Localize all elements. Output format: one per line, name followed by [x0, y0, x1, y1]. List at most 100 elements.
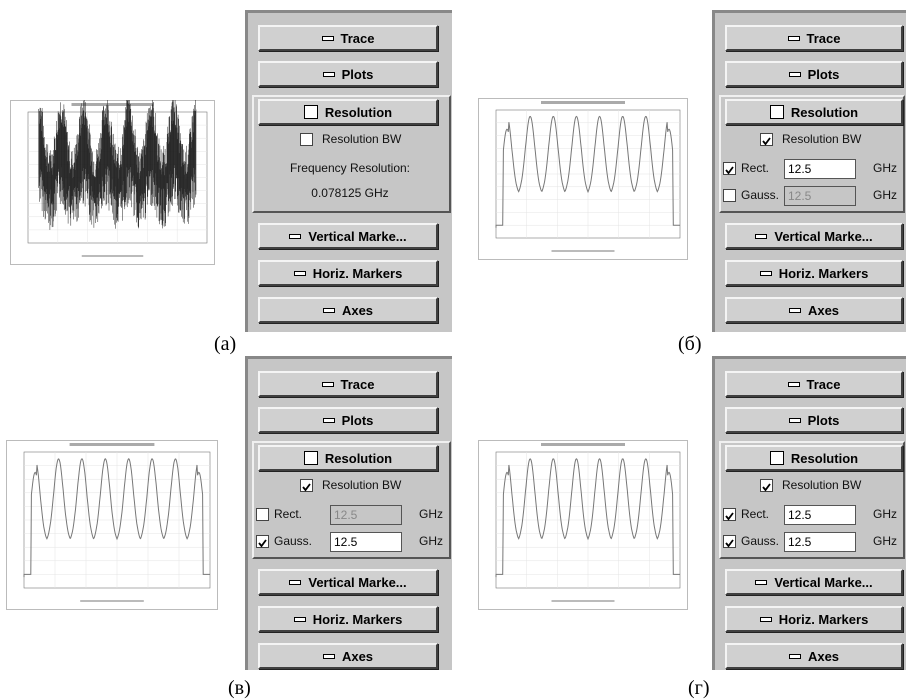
- button-label: Resolution: [791, 105, 858, 120]
- button-label: Plots: [342, 67, 374, 82]
- filter-label: Gauss.: [274, 534, 312, 548]
- button-label: Vertical Marke...: [308, 575, 406, 590]
- panel-button[interactable]: Resolution: [258, 445, 438, 471]
- square-icon: [304, 451, 318, 465]
- plot-part: [80, 600, 144, 602]
- filter-value[interactable]: 12.5: [330, 532, 402, 552]
- panel-button[interactable]: Axes: [258, 297, 438, 323]
- plot-part: [70, 443, 155, 446]
- button-label: Trace: [341, 31, 375, 46]
- panel-button[interactable]: Resolution: [258, 99, 438, 125]
- check-mark: [257, 538, 268, 549]
- square-icon: [770, 451, 784, 465]
- checkbox-label: Resolution BW: [322, 478, 401, 492]
- filter-label: Gauss.: [741, 188, 779, 202]
- dash-icon: [755, 580, 767, 585]
- panel-button[interactable]: Horiz. Markers: [258, 606, 438, 632]
- panel-button[interactable]: Resolution: [725, 99, 903, 125]
- square-icon: [304, 105, 318, 119]
- checkbox[interactable]: [300, 479, 313, 492]
- check-mark: [301, 482, 312, 493]
- checkbox-label: Resolution BW: [782, 478, 861, 492]
- dash-icon: [323, 654, 335, 659]
- panel-button[interactable]: Trace: [258, 25, 438, 51]
- filter-unit: GHz: [419, 534, 443, 548]
- panel-button[interactable]: Horiz. Markers: [725, 260, 903, 286]
- checkbox[interactable]: [256, 508, 269, 521]
- caption: (а): [214, 333, 236, 356]
- figure: Trace Plots Resolution Resolution BW Frequen…: [0, 0, 906, 700]
- button-label: Horiz. Markers: [313, 612, 403, 627]
- checkbox[interactable]: [760, 133, 773, 146]
- panel-button[interactable]: Plots: [725, 407, 903, 433]
- filter-value[interactable]: 12.5: [784, 505, 856, 525]
- dash-icon: [323, 418, 335, 423]
- filter-value[interactable]: 12.5: [784, 532, 856, 552]
- dash-icon: [789, 654, 801, 659]
- panel-button[interactable]: Vertical Marke...: [725, 569, 903, 595]
- dash-icon: [789, 72, 801, 77]
- info-text: Frequency Resolution:: [248, 161, 452, 175]
- plot-part: [541, 101, 625, 104]
- dash-icon: [323, 72, 335, 77]
- settings-panel: Trace Plots Resolution Resolution BW Frequen…: [245, 10, 452, 332]
- filter-value[interactable]: 12.5: [784, 159, 856, 179]
- plot-part: [541, 443, 625, 446]
- filter-value[interactable]: 12.5: [330, 505, 402, 525]
- dash-icon: [294, 617, 306, 622]
- panel-button[interactable]: Trace: [725, 25, 903, 51]
- info-text: 0.078125 GHz: [248, 186, 452, 200]
- panel-button[interactable]: Vertical Marke...: [725, 223, 903, 249]
- panel-button[interactable]: Vertical Marke...: [258, 223, 438, 249]
- caption: (г): [688, 677, 710, 700]
- panel-button[interactable]: Horiz. Markers: [725, 606, 903, 632]
- dash-icon: [788, 36, 800, 41]
- filter-value[interactable]: 12.5: [784, 186, 856, 206]
- checkbox[interactable]: [300, 133, 313, 146]
- plot-part: [82, 255, 144, 257]
- checkbox[interactable]: [723, 535, 736, 548]
- button-label: Axes: [342, 649, 373, 664]
- button-label: Horiz. Markers: [313, 266, 403, 281]
- panel-button[interactable]: Plots: [258, 407, 438, 433]
- button-label: Horiz. Markers: [779, 266, 869, 281]
- filter-label: Rect.: [741, 507, 769, 521]
- checkbox[interactable]: [723, 508, 736, 521]
- check-mark: [761, 136, 772, 147]
- checkbox[interactable]: [723, 162, 736, 175]
- checkbox[interactable]: [723, 189, 736, 202]
- dash-icon: [789, 308, 801, 313]
- button-label: Plots: [342, 413, 374, 428]
- caption: (б): [678, 333, 702, 356]
- checkbox-label: Resolution BW: [782, 132, 861, 146]
- panel-button[interactable]: Trace: [725, 371, 903, 397]
- panel-button[interactable]: Vertical Marke...: [258, 569, 438, 595]
- panel-button[interactable]: Plots: [725, 61, 903, 87]
- panel-button[interactable]: Axes: [725, 297, 903, 323]
- panel-button[interactable]: Horiz. Markers: [258, 260, 438, 286]
- dash-icon: [788, 382, 800, 387]
- filter-unit: GHz: [873, 507, 897, 521]
- spectrum-thumbnail: [6, 440, 218, 610]
- panel-button[interactable]: Resolution: [725, 445, 903, 471]
- filter-label: Gauss.: [741, 534, 779, 548]
- filter-unit: GHz: [873, 188, 897, 202]
- panel-button[interactable]: Trace: [258, 371, 438, 397]
- settings-panel: Trace Plots Resolution Resolution BW Rect. 12…: [712, 10, 906, 332]
- checkbox[interactable]: [760, 479, 773, 492]
- check-mark: [724, 538, 735, 549]
- checkbox[interactable]: [256, 535, 269, 548]
- plot-part: [72, 103, 154, 106]
- filter-unit: GHz: [873, 161, 897, 175]
- plot-part: [552, 600, 615, 602]
- button-label: Plots: [808, 67, 840, 82]
- panel-button[interactable]: Plots: [258, 61, 438, 87]
- filter-unit: GHz: [419, 507, 443, 521]
- panel-button[interactable]: Axes: [258, 643, 438, 669]
- filter-label: Rect.: [741, 161, 769, 175]
- checkbox-label: Resolution BW: [322, 132, 401, 146]
- panel-button[interactable]: Axes: [725, 643, 903, 669]
- caption: (в): [228, 677, 251, 700]
- dash-icon: [760, 617, 772, 622]
